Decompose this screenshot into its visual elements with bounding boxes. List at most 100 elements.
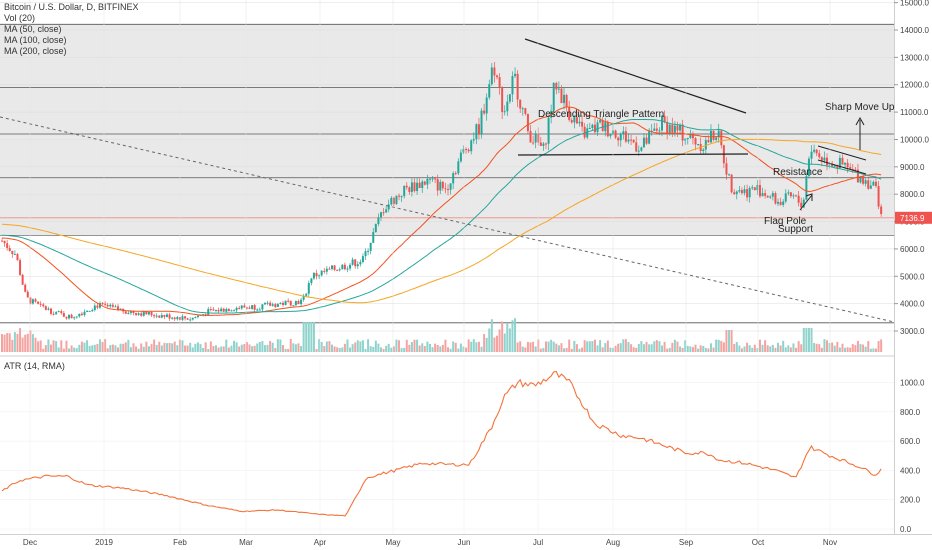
volume-bar (88, 345, 91, 352)
volume-bar (52, 340, 55, 352)
candle-body (398, 195, 401, 197)
volume-bar (728, 330, 731, 352)
candle-body (127, 312, 130, 314)
atr-legend[interactable]: ATR (14, RMA) (4, 361, 65, 371)
candle-body (364, 251, 367, 257)
legend-symbol-title[interactable]: Bitcoin / U.S. Dollar, D, BITFINEX (4, 2, 139, 12)
candle-body (795, 195, 798, 197)
candle-body (452, 173, 455, 184)
volume-bar (292, 343, 295, 352)
candle-body (421, 181, 424, 188)
candle-body (472, 139, 475, 141)
volume-bar (166, 343, 168, 352)
time-axis-ticks[interactable]: Dec 2019 Feb Mar Apr May Jun Jul Aug Sep Oct Nov (23, 538, 837, 547)
volume-bar (604, 343, 607, 352)
candle-body (568, 107, 571, 120)
volume-bar (655, 340, 658, 352)
time-tick-label: Jul (533, 538, 543, 547)
volume-bar (282, 345, 285, 352)
candle-body (563, 94, 566, 104)
candle-body (831, 164, 834, 167)
candle-body (470, 140, 473, 152)
annotation-text: Descending Triangle Pattern (538, 109, 664, 120)
candle-body (220, 308, 223, 312)
volume-bar (147, 346, 150, 352)
candle-body (184, 316, 187, 319)
volume-bar (191, 347, 194, 352)
volume-bar (748, 345, 751, 352)
volume-bar (392, 346, 395, 352)
candle-body (57, 311, 60, 313)
candle-body (403, 185, 406, 197)
candle-body (810, 151, 813, 159)
candle-body (98, 303, 101, 308)
candle-body (802, 199, 805, 208)
volume-bar (614, 345, 617, 352)
volume-bar (560, 343, 563, 352)
candle-body (648, 131, 651, 144)
candle-body (560, 88, 563, 104)
candle-body (516, 73, 519, 100)
candle-body (323, 270, 326, 272)
candle-body (766, 195, 769, 198)
volume-bar (21, 337, 24, 352)
candle-body (96, 305, 99, 308)
volume-bar (263, 345, 266, 352)
volume-bar (287, 348, 290, 352)
up-arrow-head (855, 116, 865, 126)
volume-bar (300, 345, 303, 352)
candle-body (439, 181, 442, 191)
legend-ma100[interactable]: MA (100, close) (4, 35, 67, 45)
candle-body (367, 250, 370, 252)
candle-body (630, 139, 633, 141)
candle-body (833, 165, 836, 167)
candle-body (331, 265, 333, 269)
candle-body (109, 304, 112, 307)
volume-bar (145, 341, 148, 352)
time-tick-label: Feb (173, 538, 187, 547)
candle-body (740, 190, 743, 194)
volume-bar (854, 345, 857, 352)
legend-ma200[interactable]: MA (200, close) (4, 46, 67, 56)
volume-bar (591, 341, 594, 352)
candle-body (68, 314, 71, 319)
legend-volume[interactable]: Vol (20) (4, 13, 36, 23)
candle-body (119, 308, 122, 310)
flag-lower-line (817, 159, 867, 175)
candle-body (356, 264, 359, 267)
volume-bar (756, 348, 759, 352)
candle-body (3, 240, 6, 244)
candle-body (328, 268, 331, 270)
atr-axis-ticks[interactable]: 0.0 200.0 400.0 600.0 800.0 1000.0 (900, 379, 925, 535)
price-axis-ticks[interactable]: 3000.04000.05000.06000.07000.08000.09000… (894, 0, 929, 336)
price-tick-label: 6000.0 (900, 245, 925, 254)
candle-body (642, 137, 645, 148)
candle-body (730, 174, 733, 193)
volume-bar (578, 348, 581, 352)
candle-body (65, 316, 68, 319)
volume-bar (792, 343, 795, 352)
legend-ma50[interactable]: MA (50, close) (4, 24, 62, 34)
candle-body (529, 131, 532, 143)
volume-bar (485, 337, 488, 352)
candle-body (787, 192, 790, 194)
price-range-shade (0, 23, 894, 234)
volume-bar (740, 348, 743, 352)
volume-bar (320, 341, 323, 352)
candle-body (318, 275, 321, 277)
volume-bar (426, 341, 429, 352)
volume-bar (645, 341, 648, 352)
volume-bar (93, 344, 96, 352)
volume-bar (428, 343, 431, 352)
volume-bar (820, 347, 823, 352)
candle-body (408, 187, 411, 192)
candle-body (591, 124, 594, 128)
volume-bar (158, 341, 161, 352)
candle-body (173, 317, 176, 320)
candle-body (83, 311, 86, 315)
volume-bar (707, 348, 710, 352)
volume-bar (29, 330, 32, 352)
volume-bar (39, 340, 42, 352)
volume-bar (184, 345, 187, 352)
volume-bar (418, 345, 421, 352)
